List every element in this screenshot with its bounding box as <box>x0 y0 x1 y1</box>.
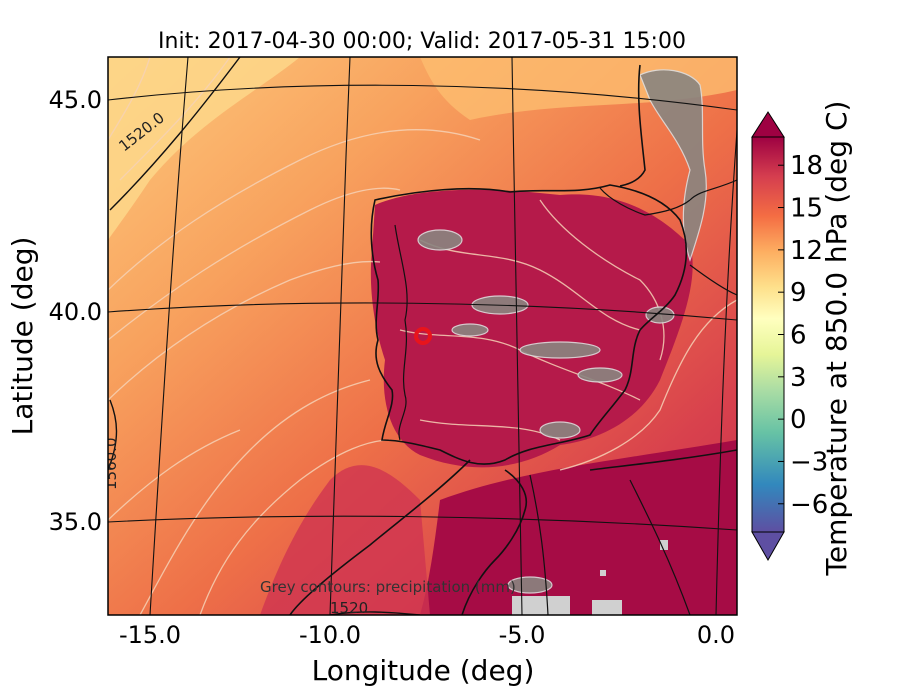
y-tick-label: 40.0 <box>49 298 102 326</box>
x-tick-label: -10.0 <box>299 621 361 649</box>
map-panel: 1520.0 1560.0 1520 Grey contours: precip… <box>102 57 737 617</box>
x-axis: -15.0 -10.0 -5.0 0.0 Longitude (deg) <box>119 621 735 687</box>
precipitation-note: Grey contours: precipitation (mm) <box>260 578 516 596</box>
graticule <box>108 57 737 615</box>
y-axis: 45.0 40.0 35.0 Latitude (deg) <box>6 86 102 536</box>
colorbar-ticks: 18 15 12 9 6 3 0 −3 −6 <box>778 151 828 520</box>
warm-region-south <box>420 440 737 615</box>
x-tick-label: 0.0 <box>697 621 735 649</box>
colorbar-max-extension <box>751 111 785 138</box>
borders <box>394 179 737 615</box>
x-axis-label: Longitude (deg) <box>312 654 535 687</box>
x-tick-label: -15.0 <box>119 621 181 649</box>
colorbar-tick-label: 9 <box>790 278 807 308</box>
warm-region-iberia <box>370 189 693 468</box>
y-tick-label: 45.0 <box>49 86 102 114</box>
colorbar-tick-label: −3 <box>790 447 828 477</box>
colorbar-label: Temperature at 850.0 hPa (deg C) <box>820 101 853 577</box>
colorbar-tick-label: −6 <box>790 490 828 520</box>
geopotential-contours <box>108 57 421 615</box>
colorbar-tick-label: 15 <box>790 194 823 224</box>
coastlines <box>289 64 737 615</box>
colorbar-tick-label: 6 <box>790 321 807 351</box>
precipitation-contours <box>417 69 707 594</box>
colorbar-min-extension <box>751 531 785 562</box>
colorbar-tick-label: 12 <box>790 236 823 266</box>
contour-label-1520-bottom: 1520 <box>330 599 368 617</box>
cool-region-northwest <box>108 57 300 240</box>
masked-terrain <box>512 540 668 615</box>
contour-label-1560: 1560.0 <box>102 438 120 491</box>
warm-band-west <box>260 465 430 615</box>
colorbar-tick-label: 3 <box>790 363 807 393</box>
map-frame <box>107 56 738 616</box>
colorbar: 18 15 12 9 6 3 0 −3 −6 Temperature at 850.0 hPa … <box>751 101 853 577</box>
x-tick-label: -5.0 <box>499 621 546 649</box>
y-tick-label: 35.0 <box>49 508 102 536</box>
colorbar-tick-label: 0 <box>790 405 807 435</box>
colorbar-tick-label: 18 <box>790 151 823 181</box>
location-marker <box>414 327 432 345</box>
temperature-contours <box>108 57 737 615</box>
y-axis-label: Latitude (deg) <box>6 237 39 436</box>
map-title: Init: 2017-04-30 00:00; Valid: 2017-05-3… <box>158 29 686 54</box>
